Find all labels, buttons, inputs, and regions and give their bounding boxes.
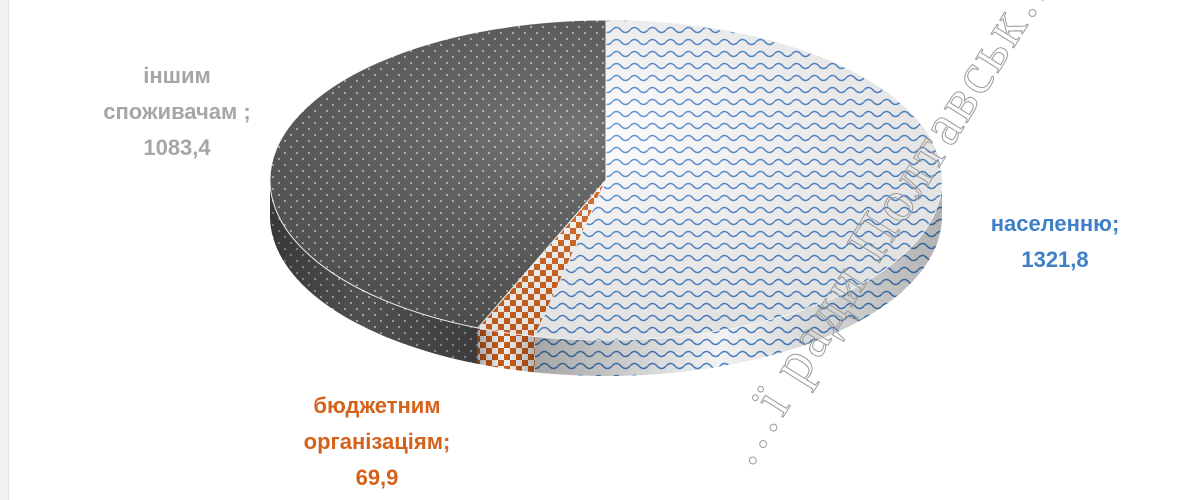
label-budget: бюджетним організаціям; 69,9 bbox=[272, 388, 482, 496]
label-population-name: населенню; bbox=[990, 211, 1120, 236]
pie-tops bbox=[269, 19, 943, 341]
label-others-line1: іншим bbox=[143, 63, 211, 88]
label-budget-value: 69,9 bbox=[355, 465, 399, 490]
label-others-value: 1083,4 bbox=[143, 135, 211, 160]
label-population-value: 1321,8 bbox=[1021, 247, 1089, 272]
label-budget-line2: організаціям; bbox=[303, 429, 451, 454]
label-budget-line1: бюджетним bbox=[313, 393, 441, 418]
label-population: населенню; 1321,8 bbox=[950, 206, 1160, 278]
label-others-line2: споживачам ; bbox=[103, 99, 251, 124]
label-others: іншим споживачам ; 1083,4 bbox=[62, 58, 292, 166]
left-divider bbox=[0, 0, 9, 500]
